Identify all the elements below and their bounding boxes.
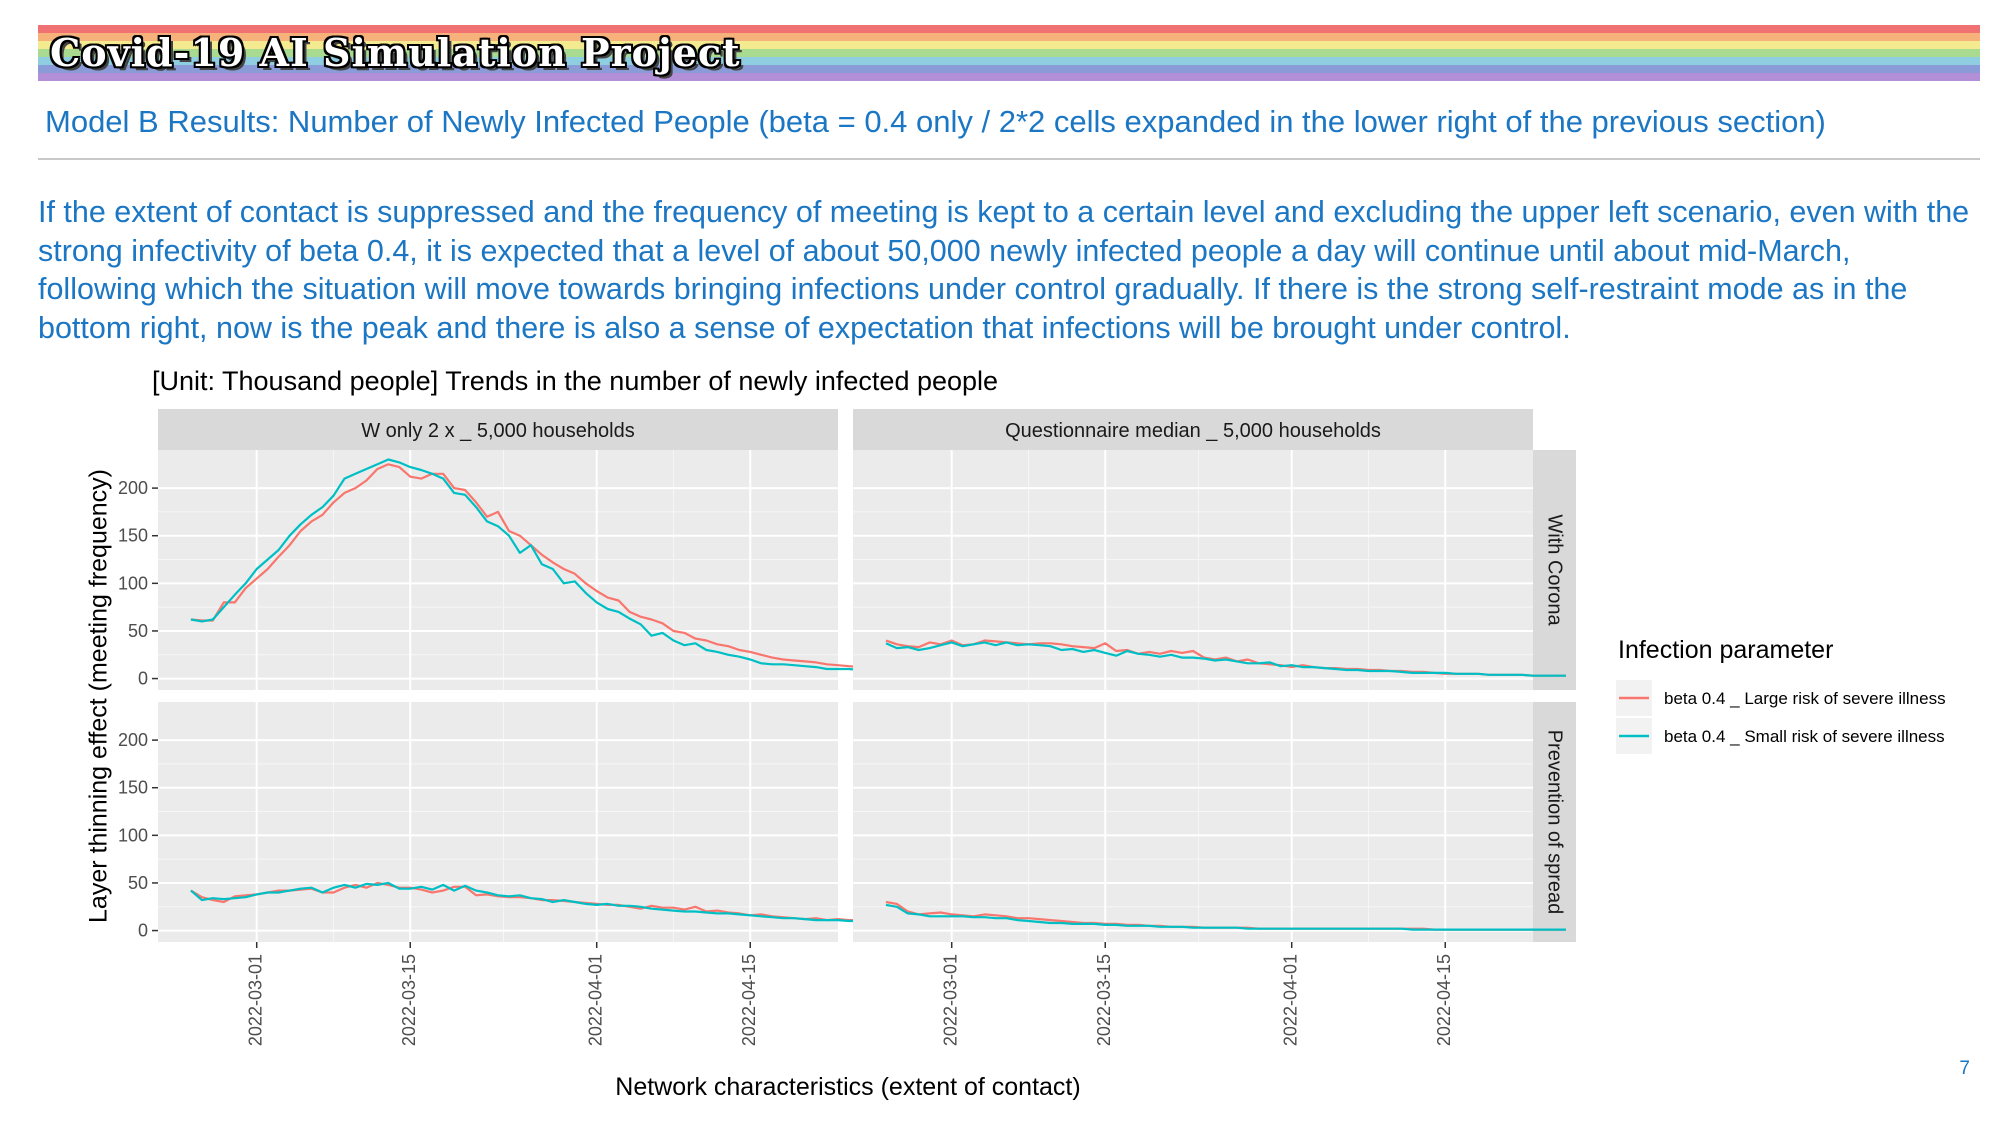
x-tick-label: 2022-04-15 — [739, 954, 759, 1046]
project-logo: Covid-19 AI Simulation Project — [50, 30, 741, 75]
series-line — [190, 463, 938, 675]
y-tick-label: 0 — [138, 669, 148, 689]
legend-title: Infection parameter — [1618, 636, 1833, 664]
y-tick-label: 100 — [118, 825, 148, 845]
rainbow-stripe — [38, 65, 1980, 73]
y-tick-label: 100 — [118, 573, 148, 593]
row-strip-label: With Corona — [1544, 514, 1566, 626]
slide-subtitle: Model B Results: Number of Newly Infecte… — [45, 104, 1826, 139]
y-tick-label: 50 — [128, 621, 148, 641]
body-paragraph: If the extent of contact is suppressed a… — [38, 195, 1970, 345]
y-tick-label: 150 — [118, 778, 148, 798]
y-axis-title: Layer thinning effect (meeting frequency… — [85, 469, 113, 923]
legend-label: beta 0.4 _ Small risk of severe illness — [1664, 727, 1945, 746]
row-strip-bg — [1533, 450, 1576, 690]
series-line — [885, 641, 1566, 677]
rainbow-stripe — [38, 41, 1980, 49]
x-tick-label: 2022-03-15 — [1094, 954, 1114, 1046]
y-tick-label: 200 — [118, 730, 148, 750]
series-line — [885, 903, 1566, 931]
rainbow-stripe — [38, 57, 1980, 65]
rainbow-banner — [38, 25, 1980, 89]
panel-background — [853, 702, 1533, 942]
page-number: 7 — [1959, 1058, 1970, 1079]
panel-background — [853, 450, 1533, 690]
rainbow-stripe — [38, 49, 1980, 57]
row-strip-label: Prevention of spread — [1544, 730, 1566, 915]
rainbow-stripe — [38, 33, 1980, 41]
divider — [38, 158, 1980, 160]
x-tick-label: 2022-03-01 — [245, 954, 265, 1046]
y-tick-label: 0 — [138, 921, 148, 941]
rainbow-stripe — [38, 73, 1980, 81]
column-strip-bg — [853, 409, 1533, 450]
column-strip-label: W only 2 x _ 5,000 households — [361, 420, 635, 442]
x-tick-label: 2022-04-01 — [585, 954, 605, 1046]
legend-label: beta 0.4 _ Large risk of severe illness — [1664, 689, 1946, 708]
series-line — [190, 458, 937, 675]
column-strip-bg — [158, 409, 838, 450]
rainbow-stripe — [38, 25, 1980, 33]
y-tick-label: 50 — [128, 873, 148, 893]
row-strip-bg — [1533, 702, 1576, 942]
series-line — [190, 881, 937, 924]
x-tick-label: 2022-03-01 — [940, 954, 960, 1046]
x-axis-title: Network characteristics (extent of conta… — [615, 1073, 1080, 1101]
y-tick-label: 200 — [118, 478, 148, 498]
x-tick-label: 2022-04-15 — [1434, 954, 1454, 1046]
panel-background — [158, 702, 838, 942]
x-tick-label: 2022-03-15 — [399, 954, 419, 1046]
panel-background — [158, 450, 838, 690]
x-tick-label: 2022-04-01 — [1280, 954, 1300, 1046]
y-tick-label: 150 — [118, 526, 148, 546]
chart-title: [Unit: Thousand people] Trends in the nu… — [152, 366, 998, 396]
column-strip-label: Questionnaire median _ 5,000 households — [1005, 420, 1381, 442]
